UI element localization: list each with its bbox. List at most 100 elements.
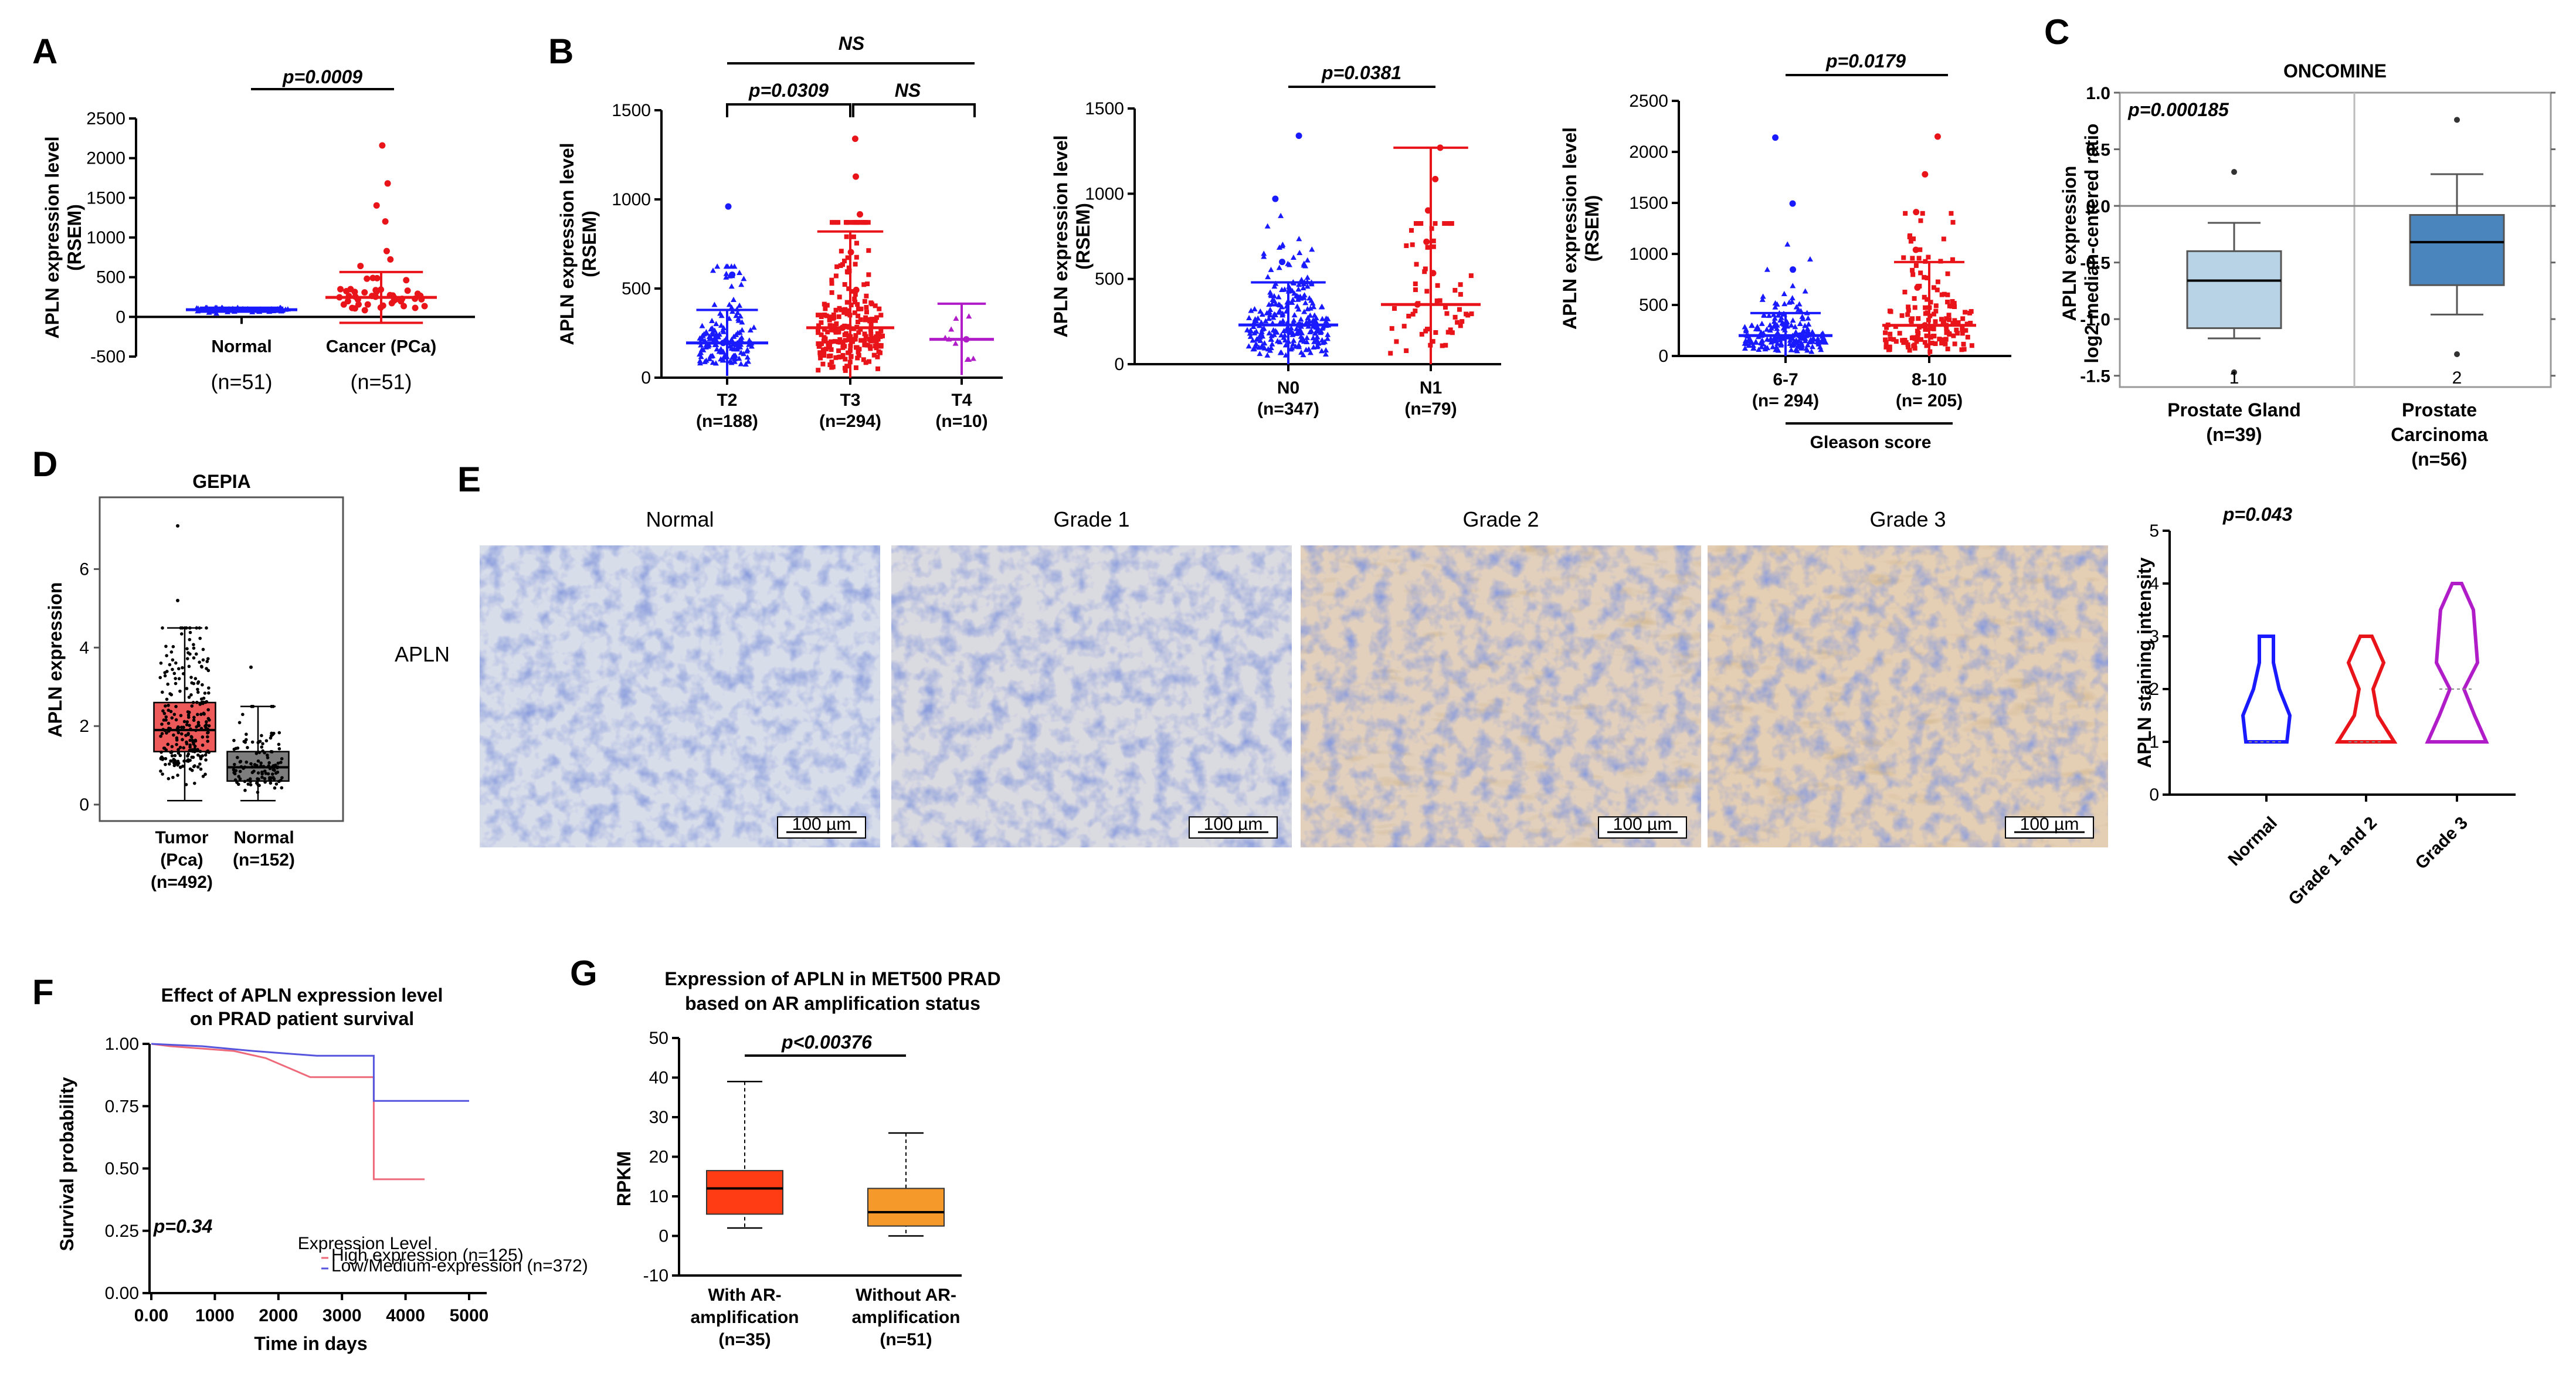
D-data-point <box>243 779 247 783</box>
D-data-point <box>276 761 280 765</box>
E-pvalue: p=0.043 <box>2222 504 2293 525</box>
D-outlier-point <box>176 598 179 602</box>
B3-data-point <box>1771 315 1778 321</box>
B3-data-point <box>1952 341 1957 347</box>
D-data-point <box>241 713 245 717</box>
B2-data-point <box>1268 336 1274 342</box>
B1-data-point <box>867 317 872 322</box>
B1-data-point <box>697 351 703 357</box>
D-title: GEPIA <box>192 471 251 492</box>
B2-data-point <box>1257 334 1263 340</box>
B3-data-point <box>1770 344 1776 350</box>
B3-outlier-point <box>1790 266 1797 273</box>
F-y-tick-label: 0.75 <box>105 1097 139 1116</box>
D-data-point <box>255 764 259 768</box>
D-data-point <box>260 734 263 738</box>
B3-data-point <box>1951 301 1957 307</box>
B1-data-point <box>858 338 864 343</box>
B1-category-label: T2 <box>717 391 737 410</box>
B1-data-point <box>729 308 736 314</box>
chart-A-apln-normal-vs-cancer: 2500 2000 1500 1000 500 0 -500 APLN expression … <box>42 66 475 394</box>
D-data-point <box>169 751 174 754</box>
B2-outlier-point <box>1432 175 1439 182</box>
D-data-point <box>280 786 284 790</box>
D-data-point <box>161 772 164 776</box>
B2-data-point <box>1253 318 1260 324</box>
D-data-point <box>174 681 178 686</box>
B2-data-point <box>1291 317 1297 323</box>
B1-data-point <box>710 329 716 335</box>
C-outlier-point <box>2454 351 2460 358</box>
E-y-tick-label: 4 <box>2149 574 2159 593</box>
D-y-tick-label: 2 <box>79 717 89 736</box>
B3-data-point <box>1888 331 1893 337</box>
chart-C-oncomine: ONCOMINE 1.0 0.5 0.0 -0.5 -1.0 -1.5 APLN expres… <box>2059 60 2555 470</box>
B1-data-point <box>742 361 749 367</box>
B2-data-point <box>1410 311 1416 317</box>
B3-data-point <box>1949 211 1954 216</box>
D-data-point <box>194 728 198 732</box>
D-data-point <box>245 760 249 764</box>
B2-data-point <box>1443 304 1448 310</box>
D-data-point <box>177 731 181 735</box>
A-data-point <box>343 287 350 294</box>
D-data-point <box>177 751 181 755</box>
B2-data-point <box>1391 306 1397 311</box>
B1-data-point <box>854 345 860 350</box>
B1-data-point <box>748 343 755 349</box>
B3-data-point <box>1750 345 1757 351</box>
D-data-point <box>199 767 203 771</box>
D-data-point <box>204 758 208 762</box>
A-data-point <box>344 298 351 305</box>
B3-data-point <box>1954 327 1959 333</box>
C-outlier-point <box>2231 369 2237 375</box>
D-data-point <box>186 731 190 735</box>
B3-data-point <box>1960 331 1965 336</box>
G-y-tick-label: 10 <box>649 1187 668 1206</box>
D-data-point <box>174 761 178 765</box>
B3-data-point <box>1746 342 1753 348</box>
B1-data-point <box>843 338 848 343</box>
B1-data-point <box>836 220 841 225</box>
B3-outlier-point <box>1914 284 1921 291</box>
D-data-point <box>269 781 273 785</box>
B1-count-label: (n=188) <box>696 412 758 431</box>
D-data-point <box>246 782 250 786</box>
D-data-point <box>164 704 167 708</box>
B2-data-point <box>1431 244 1436 249</box>
B1-data-point <box>708 353 715 359</box>
B3-data-point <box>1760 293 1766 299</box>
D-data-point <box>185 720 189 724</box>
B2-data-point <box>1445 330 1451 335</box>
D-data-point <box>258 740 262 743</box>
A-data-point <box>349 304 356 311</box>
B3-data-point <box>1914 339 1919 344</box>
D-data-point <box>269 734 273 738</box>
D-data-point <box>232 762 236 766</box>
B3-data-point <box>1942 319 1947 324</box>
B2-data-point <box>1248 307 1254 313</box>
B3-data-point <box>1771 323 1777 329</box>
B2-data-point <box>1460 319 1465 324</box>
D-data-point <box>175 736 179 740</box>
C-box <box>2186 250 2282 330</box>
B1-data-point <box>877 306 882 311</box>
B3-data-point <box>1883 340 1889 345</box>
D-category-label: Tumor <box>155 828 208 847</box>
B3-data-point <box>1790 335 1796 341</box>
B2-data-point <box>1257 308 1264 314</box>
B2-data-point <box>1271 283 1278 289</box>
B3-data-point <box>1918 218 1923 223</box>
B2-data-point <box>1276 264 1282 270</box>
D-data-point <box>250 765 254 769</box>
G-pvalue: p<0.00376 <box>781 1032 872 1053</box>
B3-data-point <box>1902 290 1908 295</box>
B3-data-point <box>1762 344 1769 350</box>
D-data-point <box>162 746 166 750</box>
D-data-point <box>166 682 169 686</box>
B1-outlier-point <box>856 211 863 218</box>
B2-data-point <box>1419 331 1424 337</box>
D-data-point <box>192 646 196 650</box>
D-data-point <box>185 759 189 763</box>
B2-count-label: (n=79) <box>1404 399 1457 419</box>
